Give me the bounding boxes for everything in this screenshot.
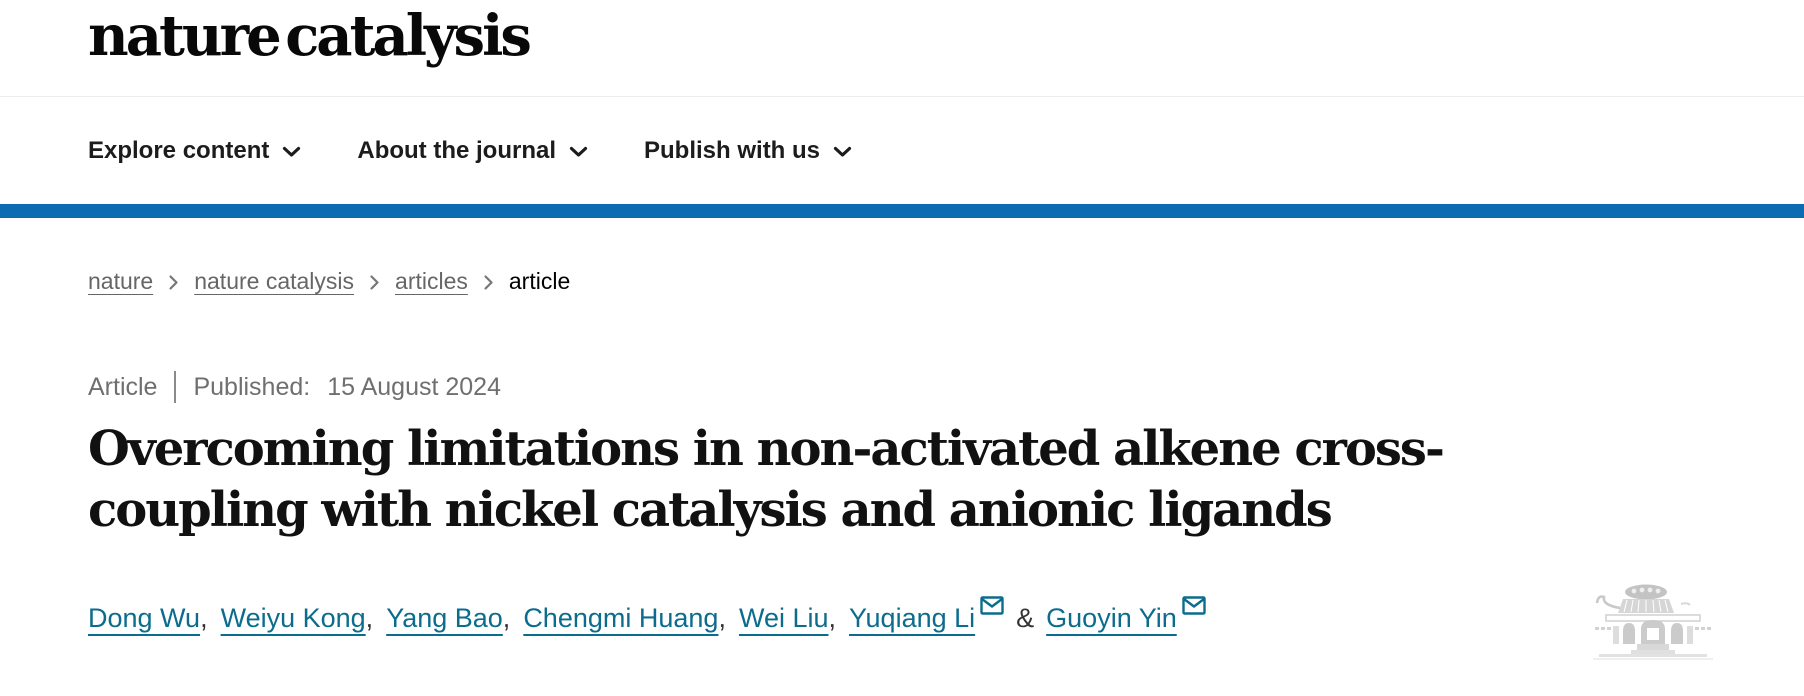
nav-item-label: Publish with us bbox=[644, 136, 821, 164]
email-icon[interactable] bbox=[1182, 596, 1206, 615]
author-link-yang-bao[interactable]: Yang Bao bbox=[386, 602, 503, 633]
author-separator: , bbox=[365, 602, 374, 633]
nav-item-label: Explore content bbox=[88, 136, 270, 164]
breadcrumb-link-nature[interactable]: nature bbox=[88, 268, 154, 294]
meta-divider bbox=[174, 371, 177, 403]
chevron-down-icon bbox=[569, 146, 588, 158]
author-separator: , bbox=[200, 602, 208, 633]
chevron-down-icon bbox=[833, 146, 852, 158]
breadcrumb: nature nature catalysis articles article bbox=[88, 268, 1804, 295]
nav-item-about-the-journal[interactable]: About the journal bbox=[357, 137, 588, 165]
author-separator: , bbox=[502, 602, 511, 633]
chevron-right-icon bbox=[369, 274, 380, 291]
author-separator: , bbox=[718, 602, 726, 633]
nav-item-explore-content[interactable]: Explore content bbox=[88, 137, 301, 165]
journal-nav: Explore content About the journal Publis… bbox=[0, 97, 1804, 204]
article-meta: Article Published: 15 August 2024 bbox=[88, 371, 1804, 403]
nav-item-publish-with-us[interactable]: Publish with us bbox=[644, 137, 852, 165]
email-icon[interactable] bbox=[980, 596, 1004, 615]
breadcrumb-link-articles[interactable]: articles bbox=[395, 268, 468, 294]
article-type-label: Article bbox=[88, 372, 158, 401]
author-link-chengmi-huang[interactable]: Chengmi Huang bbox=[523, 602, 719, 633]
author-link-dong-wu[interactable]: Dong Wu bbox=[88, 602, 201, 633]
author-group: Yuqiang Li bbox=[849, 596, 1004, 634]
author-last-separator: & bbox=[1016, 602, 1035, 633]
journal-logo[interactable]: nature catalysis bbox=[88, 3, 532, 69]
published-label: Published: bbox=[193, 372, 311, 401]
author-group: Wei Liu, bbox=[739, 603, 849, 634]
published-date: 15 August 2024 bbox=[327, 372, 501, 401]
building-watermark-icon bbox=[1593, 582, 1713, 672]
chevron-right-icon bbox=[168, 274, 179, 291]
author-list: Dong Wu, Weiyu Kong, Yang Bao, Chengmi H… bbox=[88, 596, 1804, 634]
author-group: Yang Bao, bbox=[386, 603, 523, 634]
author-group: Weiyu Kong, bbox=[221, 603, 387, 634]
accent-bar bbox=[0, 204, 1804, 218]
chevron-right-icon bbox=[483, 274, 494, 291]
journal-header: nature catalysis bbox=[0, 0, 1804, 97]
article-title: Overcoming limitations in non-activated … bbox=[88, 421, 1445, 538]
author-link-weiyu-kong[interactable]: Weiyu Kong bbox=[220, 602, 366, 633]
author-group: Guoyin Yin bbox=[1046, 596, 1206, 634]
author-link-yuqiang-li[interactable]: Yuqiang Li bbox=[849, 602, 976, 633]
breadcrumb-current: article bbox=[508, 268, 571, 294]
chevron-down-icon bbox=[282, 146, 301, 158]
main-content: nature nature catalysis articles article… bbox=[0, 268, 1804, 634]
author-link-guoyin-yin[interactable]: Guoyin Yin bbox=[1046, 602, 1177, 633]
breadcrumb-link-nature-catalysis[interactable]: nature catalysis bbox=[194, 268, 355, 294]
author-separator: , bbox=[828, 602, 837, 633]
nav-item-label: About the journal bbox=[357, 136, 557, 164]
author-group: Dong Wu, bbox=[88, 603, 221, 634]
author-link-wei-liu[interactable]: Wei Liu bbox=[738, 602, 829, 633]
author-group: Chengmi Huang, bbox=[523, 603, 739, 634]
